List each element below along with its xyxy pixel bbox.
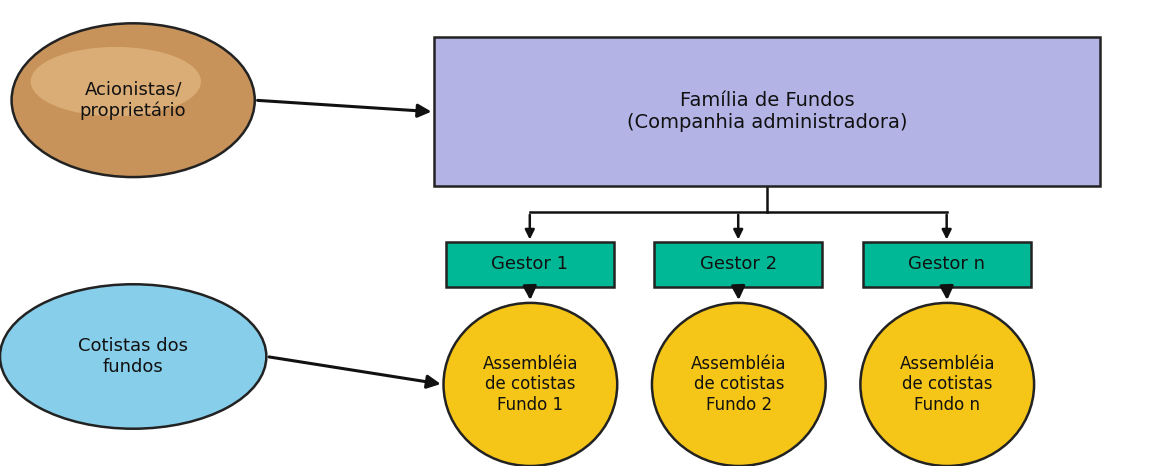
- Ellipse shape: [444, 303, 617, 466]
- Ellipse shape: [860, 303, 1034, 466]
- FancyBboxPatch shape: [863, 242, 1031, 287]
- Text: Cotistas dos
fundos: Cotistas dos fundos: [79, 337, 188, 376]
- Text: Assembléia
de cotistas
Fundo 2: Assembléia de cotistas Fundo 2: [691, 355, 786, 414]
- Text: Família de Fundos
(Companhia administradora): Família de Fundos (Companhia administrad…: [626, 91, 908, 132]
- Ellipse shape: [31, 47, 201, 116]
- Text: Gestor 2: Gestor 2: [699, 255, 777, 274]
- Text: Gestor 1: Gestor 1: [491, 255, 569, 274]
- Text: Acionistas/
proprietário: Acionistas/ proprietário: [80, 81, 186, 120]
- Text: Assembléia
de cotistas
Fundo 1: Assembléia de cotistas Fundo 1: [483, 355, 578, 414]
- FancyBboxPatch shape: [654, 242, 822, 287]
- Ellipse shape: [652, 303, 826, 466]
- FancyBboxPatch shape: [434, 37, 1100, 186]
- Ellipse shape: [0, 284, 266, 429]
- Text: Assembléia
de cotistas
Fundo n: Assembléia de cotistas Fundo n: [900, 355, 995, 414]
- Ellipse shape: [12, 23, 255, 177]
- Text: Gestor n: Gestor n: [908, 255, 985, 274]
- FancyBboxPatch shape: [446, 242, 614, 287]
